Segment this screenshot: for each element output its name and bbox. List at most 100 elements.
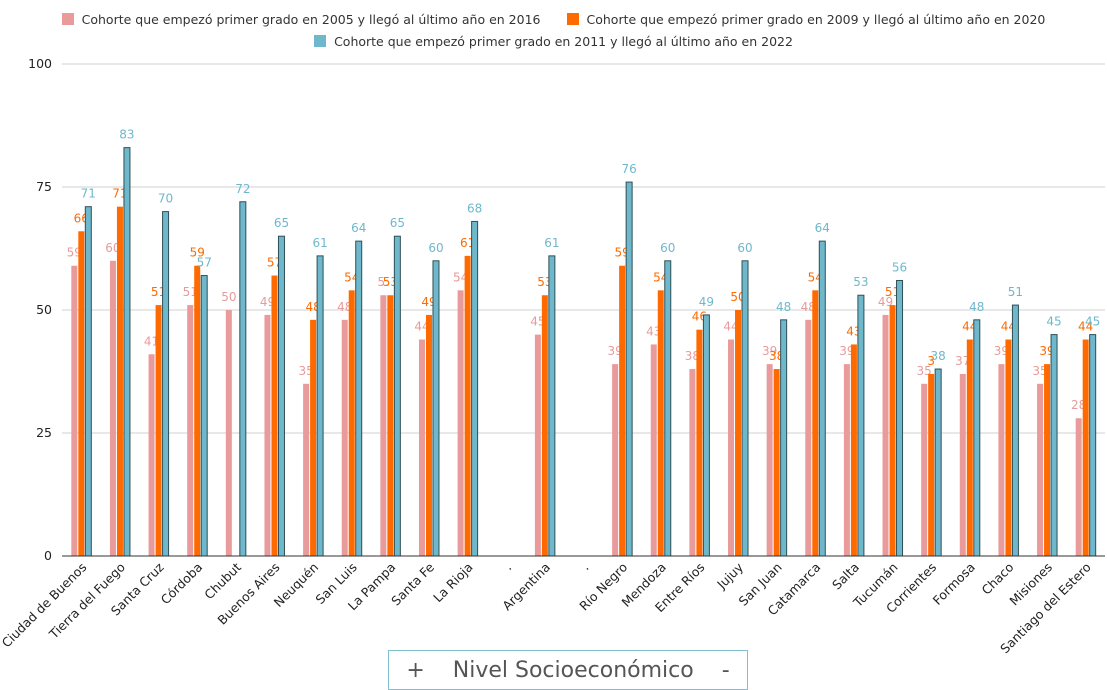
data-label-2016-san-luis: 48 (337, 300, 352, 314)
bar-2022-salta[interactable] (857, 294, 865, 557)
bar-2016-santiago-del-estero[interactable] (1075, 418, 1082, 556)
bar-2020-tierra-del-fuego[interactable] (116, 206, 123, 556)
data-label-2022-tierra-del-fuego: 83 (119, 128, 134, 142)
bar-2022-neuquen[interactable] (316, 255, 324, 557)
data-label-2016-formosa: 37 (955, 354, 970, 368)
data-label-2016-santa-cruz: 41 (144, 334, 159, 348)
bar-2016-ciudad-de-buenos[interactable] (71, 265, 78, 556)
bar-2022-buenos-aires[interactable] (277, 235, 285, 557)
bar-2016-la-rioja[interactable] (457, 290, 464, 556)
bar-2016-salta[interactable] (843, 364, 850, 556)
bar-2022-la-pampa[interactable] (393, 235, 401, 557)
bar-2016-formosa[interactable] (959, 373, 966, 556)
bar-2022-la-rioja[interactable] (471, 220, 479, 557)
bar-2020-entre-rios[interactable] (696, 329, 703, 556)
bar-2016-chubut[interactable] (225, 310, 232, 556)
bar-2020-chaco[interactable] (1005, 339, 1012, 556)
legend-item-2020[interactable]: Cohorte que empezó primer grado en 2009 … (566, 12, 1045, 27)
bar-2020-ciudad-de-buenos[interactable] (78, 231, 85, 556)
bar-2022-santa-cruz[interactable] (162, 211, 170, 557)
bar-2020-corrientes[interactable] (928, 373, 935, 556)
legend-label-2022: Cohorte que empezó primer grado en 2011 … (334, 33, 793, 49)
bar-2022-ciudad-de-buenos[interactable] (84, 206, 92, 557)
data-label-2022-buenos-aires: 65 (274, 216, 289, 230)
bar-2022-formosa[interactable] (973, 319, 981, 557)
bar-2016-chaco[interactable] (998, 364, 1005, 556)
bar-2020-salta[interactable] (850, 344, 857, 556)
bar-2020-mendoza[interactable] (657, 290, 664, 556)
bar-2020-la-pampa[interactable] (387, 295, 394, 556)
bar-2020-neuquen[interactable] (310, 319, 317, 556)
data-label-2022-ciudad-de-buenos: 71 (81, 187, 96, 201)
bar-2022-tucuman[interactable] (896, 279, 904, 557)
bar-2022-cordoba[interactable] (200, 275, 208, 557)
bar-2022-san-juan[interactable] (780, 319, 788, 557)
bar-2016-san-juan[interactable] (766, 364, 773, 556)
x-tick-label-salta: Salta (829, 560, 862, 593)
bar-2016-mendoza[interactable] (650, 344, 657, 556)
bar-2020-santa-cruz[interactable] (155, 305, 162, 556)
data-label-2016-buenos-aires: 49 (260, 295, 275, 309)
bar-2022-chaco[interactable] (1011, 304, 1019, 557)
bar-2020-cordoba[interactable] (194, 265, 201, 556)
bar-2022-chubut[interactable] (239, 201, 247, 557)
bar-2022-argentina[interactable] (548, 255, 556, 557)
bar-2016-catamarca[interactable] (805, 319, 812, 556)
legend-item-2022[interactable]: Cohorte que empezó primer grado en 2011 … (314, 34, 793, 49)
bar-2022-misiones[interactable] (1050, 334, 1058, 557)
data-label-2022-la-rioja: 68 (467, 201, 482, 215)
bar-2016-rio-negro[interactable] (612, 364, 619, 556)
bar-2020-misiones[interactable] (1044, 364, 1051, 556)
data-label-2020-corrientes: 3 (927, 354, 935, 368)
bar-2016-tucuman[interactable] (882, 314, 889, 556)
bar-2022-santa-fe[interactable] (432, 260, 440, 557)
bar-2020-argentina[interactable] (541, 295, 548, 556)
bar-2020-santa-fe[interactable] (425, 314, 432, 556)
bar-2020-san-luis[interactable] (348, 290, 355, 556)
bar-2022-mendoza[interactable] (664, 260, 672, 557)
bar-2022-jujuy[interactable] (741, 260, 749, 557)
bar-2020-la-rioja[interactable] (464, 255, 471, 556)
bar-2016-buenos-aires[interactable] (264, 314, 271, 556)
bar-2022-corrientes[interactable] (934, 368, 942, 557)
bar-2020-formosa[interactable] (966, 339, 973, 556)
bar-2022-catamarca[interactable] (818, 240, 826, 557)
bar-2016-entre-rios[interactable] (689, 369, 696, 556)
data-label-2022-san-luis: 64 (351, 221, 366, 235)
bar-2022-entre-rios[interactable] (702, 314, 710, 557)
bar-2020-santiago-del-estero[interactable] (1082, 339, 1089, 556)
data-label-2016-ciudad-de-buenos: 59 (67, 246, 82, 260)
bar-2020-san-juan[interactable] (773, 369, 780, 556)
data-label-2022-chaco: 51 (1008, 285, 1023, 299)
bar-2022-san-luis[interactable] (355, 240, 363, 557)
data-label-2022-argentina: 61 (544, 236, 559, 250)
bar-2016-misiones[interactable] (1037, 383, 1044, 556)
bar-2020-tucuman[interactable] (889, 305, 896, 556)
nse-plus-button[interactable]: + (406, 657, 425, 683)
bar-2016-tierra-del-fuego[interactable] (109, 260, 116, 556)
legend-swatch-2022 (314, 35, 327, 47)
data-label-2016-la-pampa: 5: (378, 275, 390, 289)
bar-2016-santa-cruz[interactable] (148, 354, 155, 556)
bar-2020-catamarca[interactable] (812, 290, 819, 556)
bar-2020-rio-negro[interactable] (619, 265, 626, 556)
bar-2022-rio-negro[interactable] (625, 181, 633, 557)
nse-minus-button[interactable]: - (721, 657, 730, 683)
data-label-2022-mendoza: 60 (660, 241, 675, 255)
bar-2016-neuquen[interactable] (303, 383, 310, 556)
bar-2016-san-luis[interactable] (341, 319, 348, 556)
bar-2020-buenos-aires[interactable] (271, 275, 278, 556)
bar-2022-tierra-del-fuego[interactable] (123, 147, 131, 557)
bar-2016-argentina[interactable] (534, 334, 541, 556)
legend-item-2016[interactable]: Cohorte que empezó primer grado en 2005 … (61, 12, 541, 27)
bar-2016-cordoba[interactable] (187, 305, 194, 556)
data-label-2016-san-juan: 39 (762, 344, 777, 358)
bar-2016-jujuy[interactable] (728, 339, 735, 556)
bar-2016-la-pampa[interactable] (380, 295, 387, 556)
bar-2020-jujuy[interactable] (735, 310, 742, 556)
bar-2022-santiago-del-estero[interactable] (1089, 334, 1097, 557)
bar-2016-santa-fe[interactable] (418, 339, 425, 556)
bar-2016-corrientes[interactable] (921, 383, 928, 556)
legend-swatch-2016 (61, 13, 74, 25)
